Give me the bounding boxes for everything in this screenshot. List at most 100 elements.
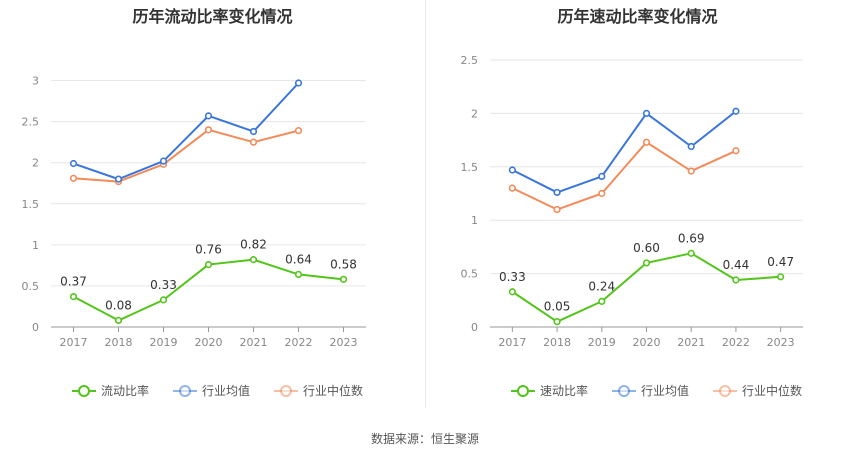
legend-label: 行业均值 <box>202 383 250 398</box>
data-source-note: 数据来源：恒生聚源 <box>370 432 479 446</box>
data-point <box>69 174 78 182</box>
data-point <box>732 276 740 284</box>
data-point <box>159 157 168 165</box>
data-point <box>642 138 651 146</box>
data-point <box>553 205 561 214</box>
quick-ratio-panel: 历年速动比率变化情况 0 0.5 1 1.5 2 2.5 2017 2018 2019 2020 2… <box>425 0 850 415</box>
data-point <box>204 112 213 120</box>
legend-label: 速动比率 <box>540 383 588 398</box>
y-tick-label: 0 <box>32 321 39 334</box>
x-tick-label: 2019 <box>588 336 616 349</box>
legend-label: 流动比率 <box>101 383 149 398</box>
panel-divider <box>425 0 426 408</box>
data-point <box>598 172 606 181</box>
legend-marker <box>618 385 630 397</box>
legend-item[interactable]: 行业均值 <box>612 383 689 398</box>
legend-label: 行业均值 <box>641 383 689 398</box>
y-tick-label: 2.5 <box>22 116 40 129</box>
data-label: 0.76 <box>195 243 222 257</box>
data-point <box>294 79 303 87</box>
legend-marker <box>280 385 292 397</box>
x-tick-label: 2021 <box>677 336 705 349</box>
quick-ratio-chart: 0 0.5 1 1.5 2 2.5 2017 2018 2019 2020 2021 2022 2023… <box>461 54 803 398</box>
data-point <box>508 184 516 192</box>
current-ratio-chart: 0 0.5 1 1.5 2 2.5 3 2017 2018 2019 2020 2021 2022 202… <box>22 75 366 398</box>
data-point <box>687 142 695 151</box>
chart-title: 历年速动比率变化情况 <box>557 7 718 26</box>
y-tick-label: 1 <box>471 214 478 227</box>
data-label: 0.69 <box>678 231 705 245</box>
y-tick-label: 2.5 <box>461 54 479 67</box>
data-point <box>732 107 740 115</box>
y-tick-label: 0.5 <box>461 268 479 281</box>
data-point <box>294 270 303 279</box>
chart-title: 历年流动比率变化情况 <box>132 7 293 26</box>
data-point <box>687 249 695 257</box>
legend-item[interactable]: 行业均值 <box>173 383 250 398</box>
data-point <box>598 189 606 198</box>
y-tick-label: 2 <box>471 107 478 120</box>
series-line <box>511 110 737 194</box>
data-point <box>553 188 561 197</box>
data-label: 0.82 <box>240 238 267 252</box>
x-tick-label: 2023 <box>767 336 795 349</box>
x-tick-label: 2019 <box>150 336 178 349</box>
series-line <box>511 141 737 211</box>
data-point <box>69 293 78 301</box>
legend-item[interactable]: 流动比率 <box>72 383 149 398</box>
x-tick-label: 2023 <box>330 336 358 349</box>
y-tick-label: 1.5 <box>461 161 479 174</box>
legend-marker <box>78 385 90 397</box>
data-point <box>69 159 78 168</box>
x-tick-label: 2022 <box>722 336 750 349</box>
data-point <box>159 296 168 304</box>
legend-label: 行业中位数 <box>303 383 363 398</box>
data-label: 0.24 <box>588 279 615 293</box>
x-tick-label: 2018 <box>105 336 133 349</box>
data-label: 0.05 <box>544 300 571 314</box>
data-label: 0.37 <box>60 275 87 289</box>
data-point <box>249 127 258 136</box>
data-label: 0.60 <box>633 241 660 255</box>
data-point <box>249 256 258 264</box>
y-tick-label: 1.5 <box>22 198 40 211</box>
legend-item[interactable]: 行业中位数 <box>274 383 363 398</box>
data-label: 0.08 <box>105 298 132 312</box>
y-tick-label: 3 <box>32 75 39 88</box>
data-label: 0.33 <box>499 270 526 284</box>
x-tick-label: 2022 <box>285 336 313 349</box>
y-tick-label: 1 <box>32 239 39 252</box>
data-point <box>294 127 303 135</box>
data-point <box>114 316 123 325</box>
legend-item[interactable]: 行业中位数 <box>713 383 802 398</box>
y-tick-label: 2 <box>32 157 39 170</box>
data-point <box>598 297 606 305</box>
data-point <box>339 275 348 283</box>
legend-label: 行业中位数 <box>742 383 802 398</box>
data-label: 0.58 <box>330 257 357 271</box>
data-point <box>508 166 516 174</box>
series-line <box>73 82 300 181</box>
data-label: 0.33 <box>150 278 177 292</box>
data-point <box>204 126 213 134</box>
data-point <box>732 147 740 155</box>
x-tick-label: 2020 <box>633 336 661 349</box>
legend-marker <box>517 385 529 397</box>
legend-item[interactable]: 速动比率 <box>511 383 588 398</box>
x-tick-label: 2021 <box>240 336 268 349</box>
legend-marker <box>719 385 731 397</box>
current-ratio-panel: 历年流动比率变化情况 0 0.5 1 1.5 2 2.5 3 2017 2018 2019 2020… <box>0 0 425 415</box>
y-tick-label: 0.5 <box>22 280 40 293</box>
data-point <box>642 109 651 117</box>
x-tick-label: 2017 <box>60 336 88 349</box>
data-point <box>553 318 561 326</box>
data-point <box>204 260 213 269</box>
x-tick-label: 2018 <box>543 336 571 349</box>
data-point <box>642 259 651 267</box>
legend-marker <box>179 385 191 397</box>
x-tick-label: 2020 <box>195 336 223 349</box>
data-point <box>508 288 516 296</box>
x-tick-label: 2017 <box>498 336 526 349</box>
data-point <box>114 175 123 183</box>
data-point <box>777 273 785 281</box>
